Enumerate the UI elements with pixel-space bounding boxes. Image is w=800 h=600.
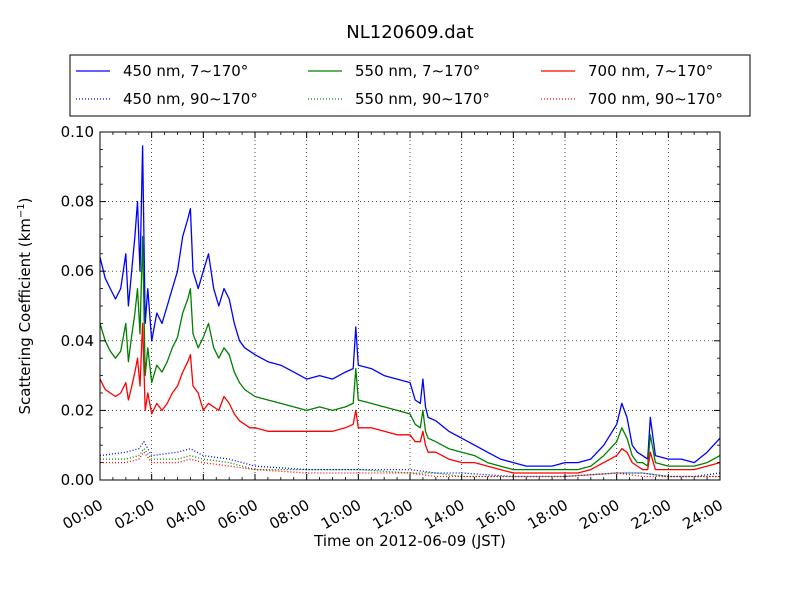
y-tick-label: 0.00 <box>61 471 94 489</box>
y-tick-label: 0.04 <box>61 332 94 350</box>
y-axis-label-close: ) <box>16 197 34 203</box>
legend-label-5: 700 nm, 90∼170° <box>588 90 723 108</box>
legend: 450 nm, 7∼170° 550 nm, 7∼170° 700 nm, 7∼17… <box>69 54 751 117</box>
x-tick-label: 00:00 <box>60 496 106 533</box>
legend-frame <box>69 54 751 117</box>
legend-label-4: 550 nm, 90∼170° <box>355 90 490 108</box>
y-axis-label: Scattering Coefficient (km−1) <box>16 197 34 414</box>
x-tick-label: 24:00 <box>680 496 726 533</box>
y-tick-label: 0.10 <box>61 123 94 141</box>
series-line-2 <box>99 322 721 474</box>
grid <box>100 132 720 480</box>
series-line-0 <box>99 145 721 467</box>
x-tick-label: 18:00 <box>525 496 571 533</box>
x-tick-label: 10:00 <box>318 496 364 533</box>
series-lines <box>99 145 721 478</box>
x-tick-label: 06:00 <box>215 496 261 533</box>
x-tick-label: 12:00 <box>370 496 416 533</box>
series-line-1 <box>99 235 721 471</box>
axis-ticks: 00:00 02:00 04:00 06:00 08:00 10:00 12:00 14:00… <box>60 123 726 533</box>
legend-label-0: 450 nm, 7∼170° <box>123 62 248 80</box>
legend-label-2: 700 nm, 7∼170° <box>588 62 713 80</box>
x-tick-label: 04:00 <box>163 496 209 533</box>
series-line-3 <box>99 441 721 478</box>
legend-label-3: 450 nm, 90∼170° <box>123 90 258 108</box>
y-tick-label: 0.02 <box>61 401 94 419</box>
x-tick-label: 08:00 <box>266 496 312 533</box>
y-axis-label-superscript: −1 <box>16 203 27 218</box>
x-axis-label: Time on 2012-06-09 (JST) <box>313 532 506 550</box>
x-tick-label: 20:00 <box>576 496 622 533</box>
series-line-5 <box>100 451 720 478</box>
y-tick-label: 0.06 <box>61 262 94 280</box>
chart-title: NL120609.dat <box>346 22 473 43</box>
y-tick-label: 0.08 <box>61 193 94 211</box>
x-tick-label: 14:00 <box>421 496 467 533</box>
y-axis-label-main: Scattering Coefficient (km <box>16 218 34 414</box>
series-line-4 <box>100 448 720 478</box>
legend-label-1: 550 nm, 7∼170° <box>355 62 480 80</box>
x-tick-label: 16:00 <box>473 496 519 533</box>
x-tick-label: 22:00 <box>628 496 674 533</box>
plot-area: 00:00 02:00 04:00 06:00 08:00 10:00 12:00 14:00… <box>60 123 726 533</box>
x-tick-label: 02:00 <box>111 496 157 533</box>
